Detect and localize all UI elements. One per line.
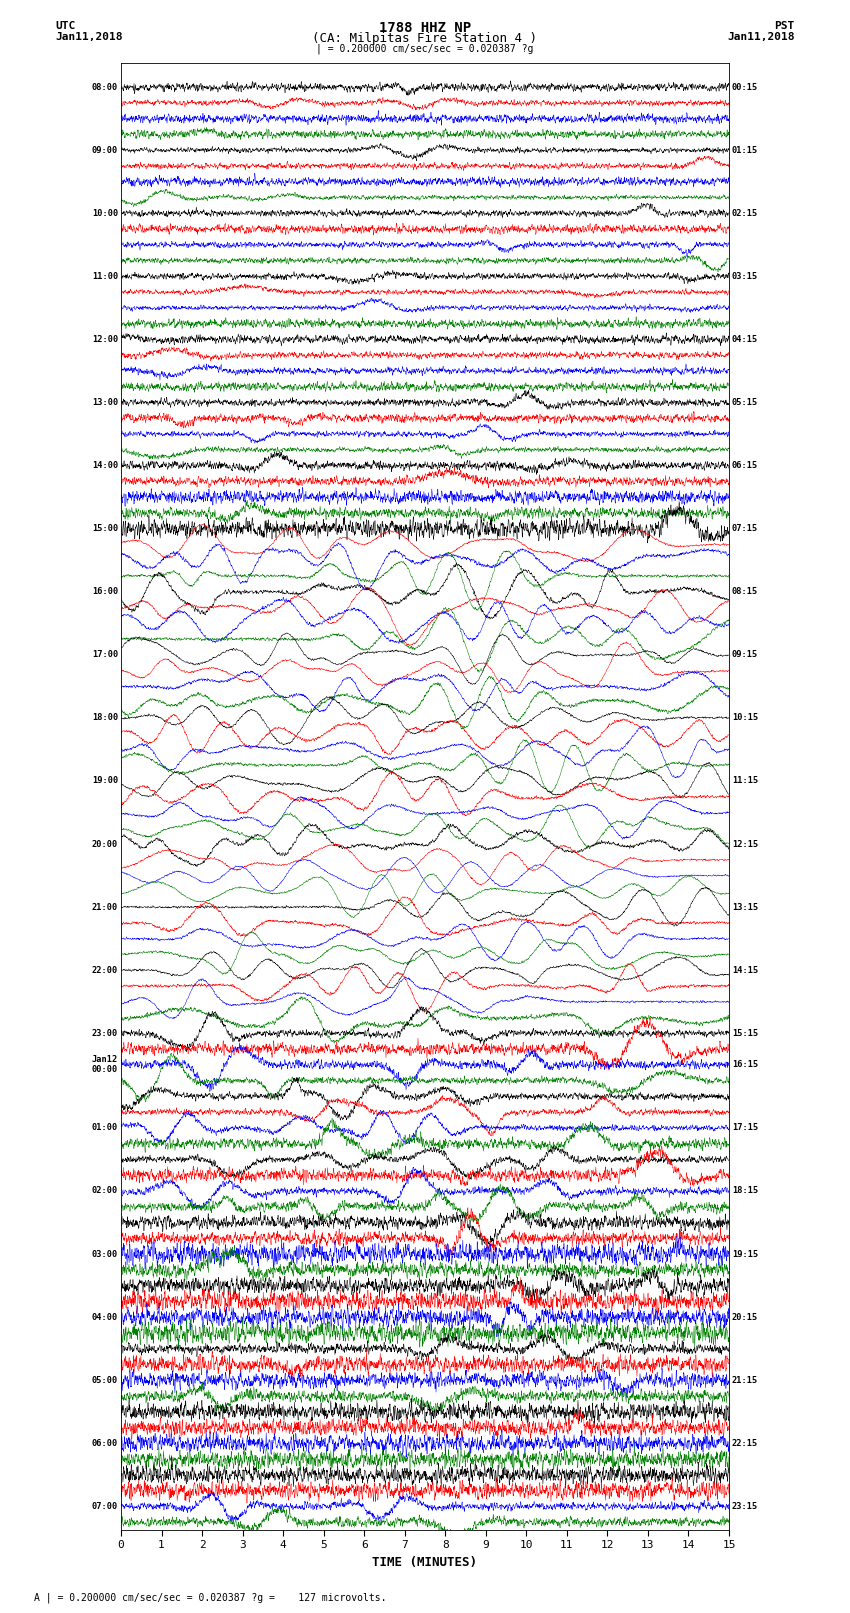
Text: 04:00: 04:00: [92, 1313, 118, 1321]
Text: PST: PST: [774, 21, 795, 31]
Text: 23:15: 23:15: [732, 1502, 758, 1511]
X-axis label: TIME (MINUTES): TIME (MINUTES): [372, 1557, 478, 1569]
Text: 11:15: 11:15: [732, 776, 758, 786]
Text: 18:15: 18:15: [732, 1187, 758, 1195]
Text: A | = 0.200000 cm/sec/sec = 0.020387 ?g =    127 microvolts.: A | = 0.200000 cm/sec/sec = 0.020387 ?g …: [34, 1592, 387, 1603]
Text: 14:00: 14:00: [92, 461, 118, 469]
Text: 03:00: 03:00: [92, 1250, 118, 1258]
Text: 01:00: 01:00: [92, 1123, 118, 1132]
Text: 07:15: 07:15: [732, 524, 758, 534]
Text: 06:00: 06:00: [92, 1439, 118, 1448]
Text: Jan11,2018: Jan11,2018: [55, 32, 122, 42]
Text: 12:15: 12:15: [732, 839, 758, 848]
Text: 02:15: 02:15: [732, 208, 758, 218]
Text: 08:00: 08:00: [92, 82, 118, 92]
Text: 04:15: 04:15: [732, 336, 758, 344]
Text: | = 0.200000 cm/sec/sec = 0.020387 ?g: | = 0.200000 cm/sec/sec = 0.020387 ?g: [316, 44, 534, 55]
Text: 11:00: 11:00: [92, 271, 118, 281]
Text: 17:00: 17:00: [92, 650, 118, 660]
Text: 19:15: 19:15: [732, 1250, 758, 1258]
Text: 1788 HHZ NP: 1788 HHZ NP: [379, 21, 471, 35]
Text: 16:15: 16:15: [732, 1060, 758, 1069]
Text: 08:15: 08:15: [732, 587, 758, 597]
Text: 12:00: 12:00: [92, 336, 118, 344]
Text: 06:15: 06:15: [732, 461, 758, 469]
Text: 00:15: 00:15: [732, 82, 758, 92]
Text: 20:00: 20:00: [92, 839, 118, 848]
Text: (CA: Milpitas Fire Station 4 ): (CA: Milpitas Fire Station 4 ): [313, 32, 537, 45]
Text: 15:15: 15:15: [732, 1029, 758, 1037]
Text: Jan11,2018: Jan11,2018: [728, 32, 795, 42]
Text: 22:00: 22:00: [92, 966, 118, 974]
Text: 17:15: 17:15: [732, 1123, 758, 1132]
Text: Jan12
00:00: Jan12 00:00: [92, 1055, 118, 1074]
Text: 22:15: 22:15: [732, 1439, 758, 1448]
Text: 20:15: 20:15: [732, 1313, 758, 1321]
Text: 10:00: 10:00: [92, 208, 118, 218]
Text: 16:00: 16:00: [92, 587, 118, 597]
Text: 19:00: 19:00: [92, 776, 118, 786]
Text: 15:00: 15:00: [92, 524, 118, 534]
Text: 10:15: 10:15: [732, 713, 758, 723]
Text: 13:15: 13:15: [732, 903, 758, 911]
Text: 13:00: 13:00: [92, 398, 118, 406]
Text: 02:00: 02:00: [92, 1187, 118, 1195]
Text: 23:00: 23:00: [92, 1029, 118, 1037]
Text: 05:15: 05:15: [732, 398, 758, 406]
Text: 01:15: 01:15: [732, 145, 758, 155]
Text: 14:15: 14:15: [732, 966, 758, 974]
Text: 09:00: 09:00: [92, 145, 118, 155]
Text: 07:00: 07:00: [92, 1502, 118, 1511]
Text: 21:00: 21:00: [92, 903, 118, 911]
Text: 21:15: 21:15: [732, 1376, 758, 1384]
Text: 09:15: 09:15: [732, 650, 758, 660]
Text: UTC: UTC: [55, 21, 76, 31]
Text: 03:15: 03:15: [732, 271, 758, 281]
Text: 05:00: 05:00: [92, 1376, 118, 1384]
Text: 18:00: 18:00: [92, 713, 118, 723]
